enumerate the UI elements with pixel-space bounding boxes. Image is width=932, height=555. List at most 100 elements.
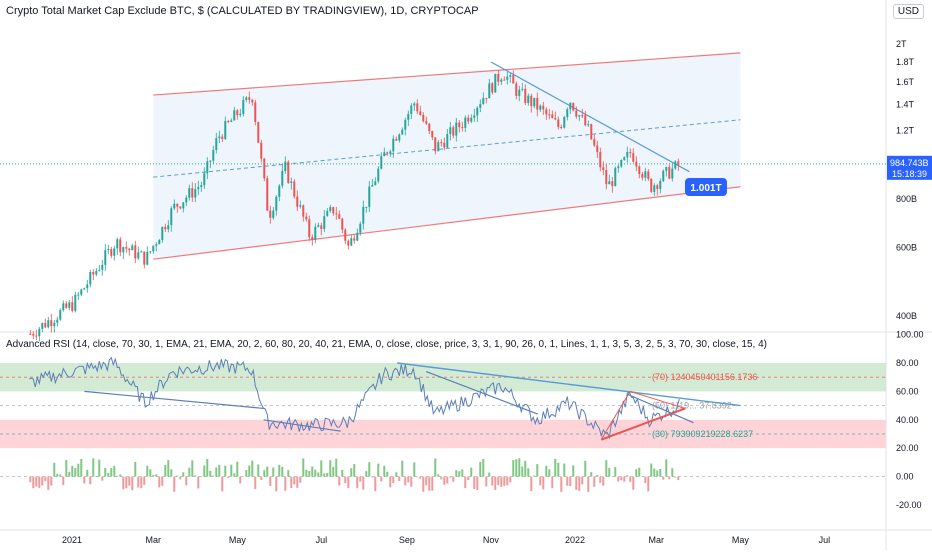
candle-body xyxy=(251,100,253,103)
histogram-bar xyxy=(569,477,571,487)
candle-body xyxy=(35,336,37,337)
histogram-bar xyxy=(665,459,667,476)
candle-body xyxy=(380,156,382,168)
price-callout[interactable]: 1.001T xyxy=(685,178,727,196)
candle-body xyxy=(563,117,565,128)
histogram-bar xyxy=(482,459,484,477)
time-tick-label: 2021 xyxy=(62,535,82,545)
candle-body xyxy=(230,120,232,121)
histogram-bar xyxy=(299,477,301,483)
candle-body xyxy=(614,168,616,186)
candle-body xyxy=(263,159,265,179)
candle-body xyxy=(341,219,343,230)
histogram-bar xyxy=(410,477,412,487)
candle-body xyxy=(101,265,103,270)
histogram-bar xyxy=(476,477,478,490)
candle-body xyxy=(50,320,52,326)
histogram-bar xyxy=(542,477,544,490)
candle-body xyxy=(386,152,388,153)
histogram-bar xyxy=(638,468,640,477)
histogram-bar xyxy=(257,465,259,477)
candle-body xyxy=(185,198,187,203)
histogram-bar xyxy=(29,477,31,483)
histogram-bar xyxy=(89,477,91,485)
histogram-bar xyxy=(338,477,340,486)
histogram-bar xyxy=(344,477,346,484)
histogram-bar xyxy=(221,477,223,492)
histogram-bar xyxy=(515,459,517,476)
histogram-bar xyxy=(488,473,490,477)
candle-body xyxy=(305,217,307,220)
candle-body xyxy=(473,115,475,117)
candle-body xyxy=(218,137,220,139)
histogram-bar xyxy=(326,473,328,477)
histogram-bar xyxy=(464,477,466,489)
candle-body xyxy=(32,334,34,336)
candle-body xyxy=(392,139,394,152)
histogram-bar xyxy=(590,472,592,476)
histogram-bar xyxy=(455,470,457,476)
candle-body xyxy=(527,96,529,103)
histogram-bar xyxy=(521,467,523,477)
histogram-bar xyxy=(206,459,208,477)
histogram-bar xyxy=(77,464,79,477)
candle-body xyxy=(620,160,622,166)
histogram-bar xyxy=(365,471,367,476)
candle-body xyxy=(503,80,505,81)
histogram-bar xyxy=(608,468,610,477)
histogram-bar xyxy=(263,470,265,476)
histogram-bar xyxy=(560,477,562,492)
candle-body xyxy=(152,246,154,252)
candle-body xyxy=(656,185,658,189)
candle-body xyxy=(92,272,94,275)
candle-body xyxy=(209,161,211,162)
histogram-bar xyxy=(587,477,589,492)
histogram-bar xyxy=(575,477,577,490)
candle-body xyxy=(296,197,298,207)
callout-label: 1.001T xyxy=(690,183,721,194)
histogram-bar xyxy=(152,475,154,477)
histogram-bar xyxy=(659,469,661,477)
histogram-bar xyxy=(572,465,574,476)
histogram-bar xyxy=(434,459,436,477)
histogram-bar xyxy=(179,477,181,480)
candle-body xyxy=(653,185,655,192)
band-label-lower: (30) 793909219228.6237 xyxy=(652,429,753,439)
candle-body xyxy=(668,167,670,179)
histogram-bar xyxy=(503,477,505,486)
candle-body xyxy=(446,134,448,147)
candle-body xyxy=(119,239,121,252)
candle-body xyxy=(545,109,547,114)
histogram-bar xyxy=(470,468,472,477)
histogram-bar xyxy=(584,461,586,477)
candle-body xyxy=(350,238,352,245)
histogram-bar xyxy=(512,460,514,477)
candle-body xyxy=(140,252,142,253)
time-tick-label: Jul xyxy=(819,535,831,545)
histogram-bar xyxy=(404,477,406,486)
candle-body xyxy=(647,171,649,179)
histogram-bar xyxy=(104,468,106,477)
histogram-bar xyxy=(176,476,178,477)
currency-button[interactable]: USD xyxy=(893,4,924,19)
histogram-bar xyxy=(107,473,109,477)
candle-body xyxy=(191,188,193,197)
candle-body xyxy=(284,162,286,171)
candle-body xyxy=(194,189,196,197)
time-tick-label: Mar xyxy=(649,535,665,545)
candle-body xyxy=(671,169,673,179)
candle-body xyxy=(458,123,460,128)
histogram-bar xyxy=(182,472,184,476)
histogram-bar xyxy=(446,477,448,484)
histogram-bar xyxy=(200,476,202,477)
histogram-bar xyxy=(551,477,553,489)
histogram-bar xyxy=(614,467,616,477)
candle-body xyxy=(98,270,100,271)
candle-body xyxy=(587,124,589,125)
candle-body xyxy=(398,134,400,140)
candle-body xyxy=(452,127,454,135)
histogram-bar xyxy=(116,476,118,477)
candle-body xyxy=(104,250,106,265)
